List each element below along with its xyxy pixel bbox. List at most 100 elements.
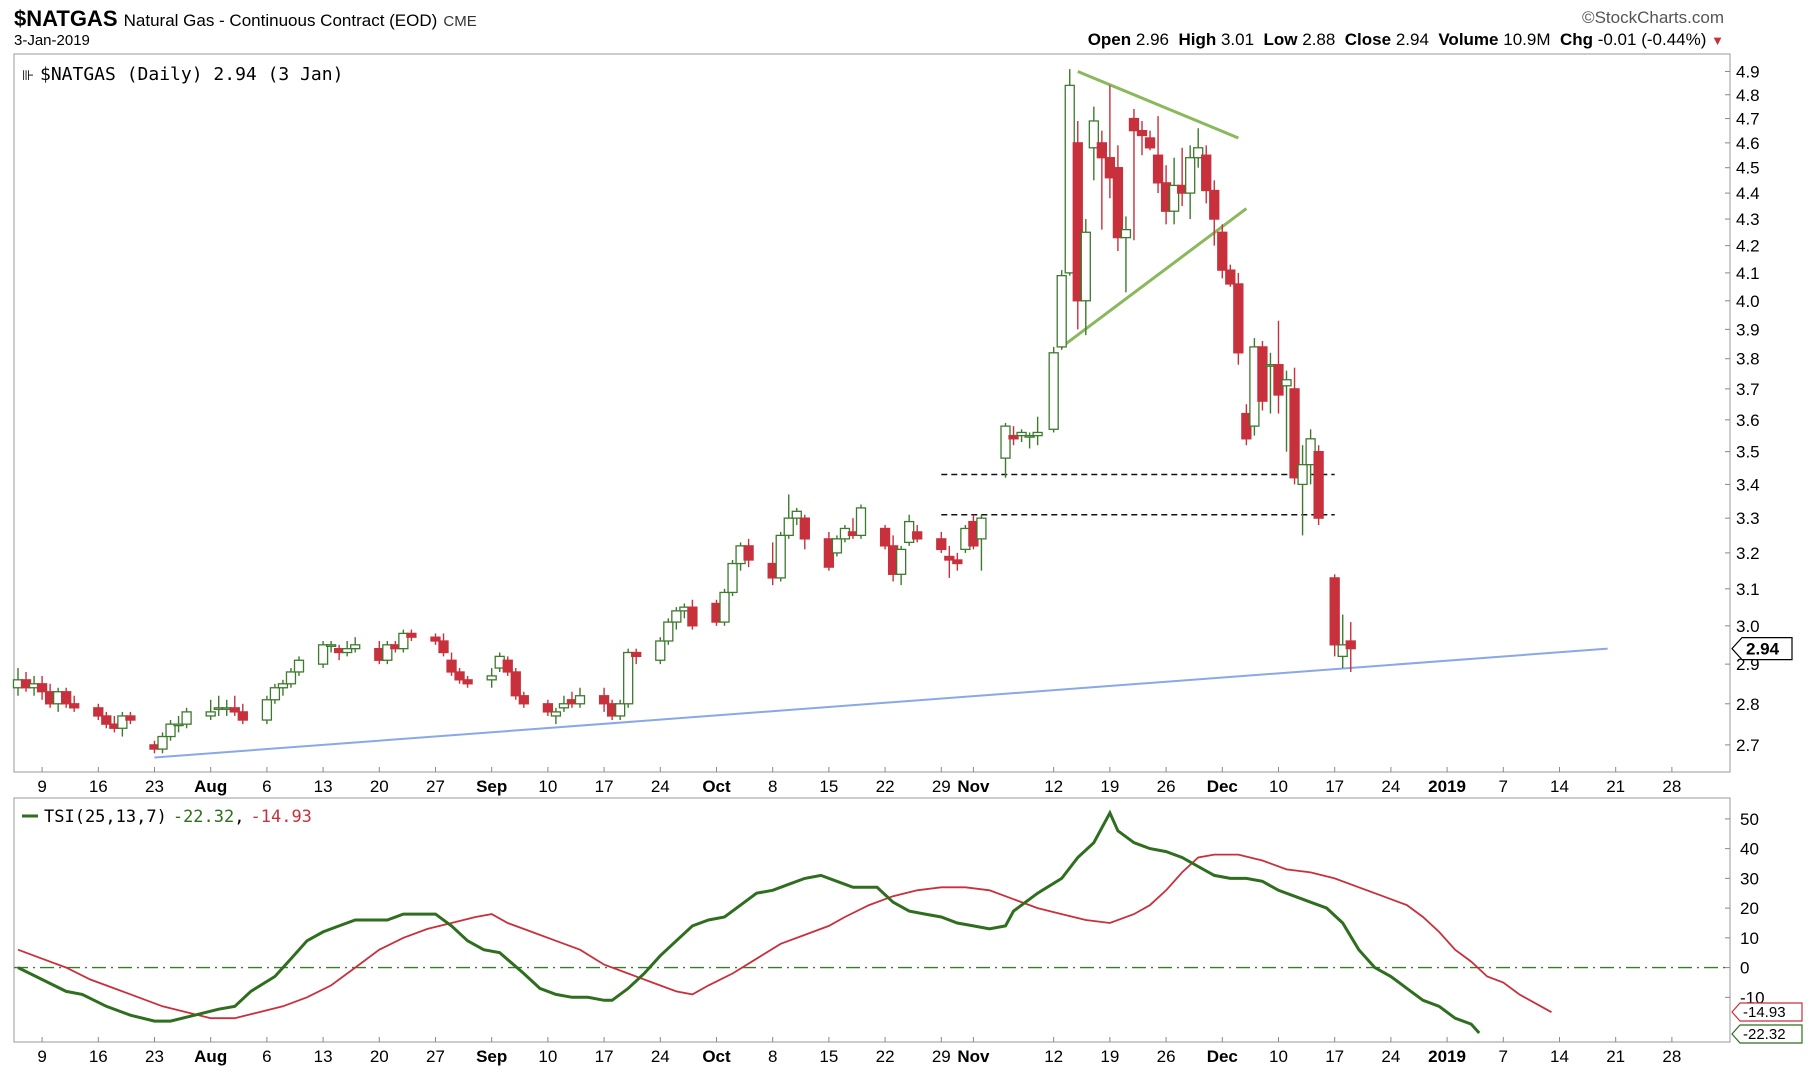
candle-body	[1168, 184, 1180, 212]
candle-body	[229, 707, 240, 713]
candle-body	[1201, 154, 1212, 192]
candle-body	[36, 683, 48, 693]
candle-down	[1225, 264, 1236, 287]
tsi-x-tick-label: Oct	[702, 1047, 731, 1066]
candle-body	[398, 632, 409, 650]
candle-body	[727, 562, 738, 594]
candle-body	[293, 659, 305, 673]
candle-down	[502, 656, 513, 676]
price-x-tick-label: 15	[819, 777, 838, 796]
candle-body	[879, 527, 891, 547]
stockcharts-brand[interactable]: ©StockCharts.com	[1582, 8, 1724, 27]
tsi-x-tick-label: 14	[1550, 1047, 1569, 1066]
tsi-y-tick-label: 0	[1740, 959, 1749, 978]
down-arrow-icon: ▼	[1711, 33, 1724, 48]
tsi-series	[17, 809, 1552, 1035]
candle-body	[1112, 167, 1124, 239]
candle-body	[598, 695, 610, 705]
price-x-tick-label: 17	[595, 777, 614, 796]
candle-down	[1072, 120, 1083, 330]
candle-down	[1345, 622, 1356, 672]
candle-up	[285, 668, 297, 688]
candle-body	[406, 632, 417, 638]
price-x-tick-label: Aug	[194, 777, 227, 796]
candle-up	[775, 531, 786, 582]
candle-up	[205, 699, 216, 721]
candle-body	[558, 703, 570, 709]
candle-body	[165, 723, 176, 738]
candle-down	[406, 629, 417, 641]
candle-up	[1016, 429, 1027, 443]
candle-up	[791, 507, 802, 526]
candle-up	[173, 715, 184, 733]
candle-body	[342, 648, 353, 654]
candle-up	[623, 648, 634, 708]
price-y-tick-label: 4.6	[1736, 134, 1760, 153]
candle-body	[1024, 434, 1035, 438]
candle-body	[574, 695, 586, 705]
candle-body	[1080, 231, 1091, 302]
price-legend: ⊪ $NATGAS (Daily) 2.94 (3 Jan)	[22, 64, 343, 85]
tsi-panel	[13, 797, 1731, 1043]
price-y-tick-label: 3.6	[1736, 411, 1760, 430]
signal-value-label: -14.93	[1743, 1004, 1786, 1021]
price-y-tick-label: 3.2	[1736, 544, 1760, 563]
price-y-tick-label: 3.9	[1736, 320, 1760, 339]
candle-up	[558, 695, 570, 712]
tsi-x-tick-label: 28	[1662, 1047, 1681, 1066]
candle-body	[1345, 640, 1356, 650]
tsi-x-tick-label: 10	[1269, 1047, 1288, 1066]
tsi-legend-value: -22.32	[173, 807, 234, 827]
price-x-tick-label: 22	[876, 777, 895, 796]
open-label: Open	[1087, 30, 1132, 49]
candle-body	[1096, 142, 1108, 159]
candle-body	[181, 711, 192, 725]
price-y-tick-label: 4.0	[1736, 292, 1760, 311]
price-x-tick-label: 6	[262, 777, 271, 796]
candle-down	[446, 652, 457, 676]
candle-body	[430, 636, 441, 642]
candle-up	[269, 683, 281, 704]
candle-body	[261, 699, 273, 721]
candle-down	[912, 525, 923, 543]
tsi-x-tick-label: 16	[89, 1047, 108, 1066]
price-x-tick-label: Nov	[957, 777, 990, 796]
price-x-tick-label: 10	[538, 777, 557, 796]
price-x-tick-label: 17	[1325, 777, 1344, 796]
candle-up	[1185, 145, 1196, 220]
price-x-tick-label: 19	[1100, 777, 1119, 796]
low-label: Low	[1263, 30, 1298, 49]
candle-body	[1144, 137, 1156, 149]
candle-up	[1281, 370, 1292, 452]
tsi-x-tick-label: 21	[1606, 1047, 1625, 1066]
candle-body	[93, 707, 104, 717]
price-x-tick-label: 21	[1606, 777, 1625, 796]
candle-up	[382, 640, 393, 665]
open-value: 2.96	[1135, 30, 1169, 49]
chg-value: -0.01 (-0.44%)	[1597, 30, 1707, 49]
tsi-x-tick-label: Dec	[1207, 1047, 1238, 1066]
support-trendline	[154, 647, 1608, 759]
tsi-x-tick-label: 27	[426, 1047, 445, 1066]
candle-up	[1048, 346, 1059, 433]
candle-body	[663, 621, 674, 642]
quote-line: Open 2.96 High 3.01 Low 2.88 Close 2.94 …	[1088, 30, 1724, 50]
candle-up	[895, 545, 907, 586]
price-series-title: $NATGAS (Daily) 2.94 (3 Jan)	[40, 64, 343, 85]
candle-body	[1088, 120, 1099, 149]
tsi-x-tick-label: 24	[651, 1047, 670, 1066]
candle-body	[1193, 147, 1204, 159]
tsi-x-tick-label: 9	[37, 1047, 46, 1066]
tsi-x-tick-label: 20	[370, 1047, 389, 1066]
tsi-y-tick-label: 40	[1740, 840, 1759, 859]
candle-body	[350, 644, 361, 650]
candle-body	[855, 507, 867, 537]
candle-body	[1209, 189, 1220, 220]
candle-body	[791, 510, 802, 519]
tsi-x-tick-label: 19	[1100, 1047, 1119, 1066]
price-x-tick-label: 13	[314, 777, 333, 796]
candle-up	[831, 535, 843, 557]
candle-down	[1201, 145, 1212, 204]
candle-up	[165, 720, 176, 741]
